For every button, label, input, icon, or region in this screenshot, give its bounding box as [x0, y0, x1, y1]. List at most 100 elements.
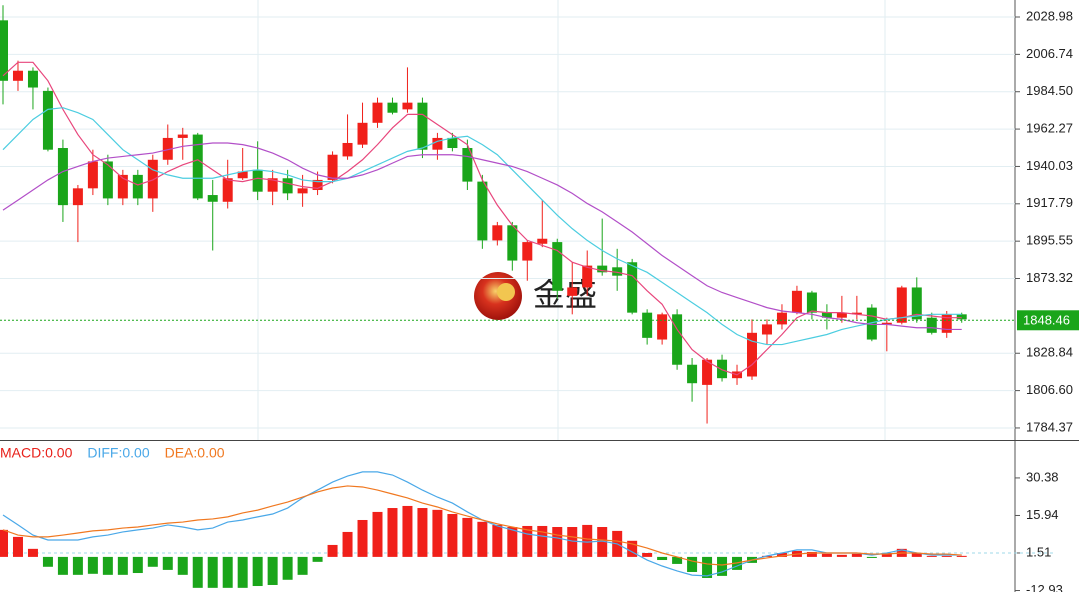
candle-body — [162, 137, 173, 160]
candle-body — [567, 287, 578, 296]
macd-bar — [597, 527, 608, 557]
ma-line — [2, 142, 962, 331]
candle-body — [507, 225, 518, 261]
macd-bar — [72, 556, 83, 575]
macd-bar — [926, 555, 937, 557]
macd-bar — [327, 544, 338, 557]
macd-bar — [372, 511, 383, 557]
y-tick-label: 1873.32 — [1026, 270, 1073, 285]
candle-body — [432, 137, 443, 150]
candle-body — [761, 324, 772, 335]
macd-bar — [492, 524, 503, 557]
macd-bar — [222, 556, 233, 588]
y-tick-label: 1806.60 — [1026, 382, 1073, 397]
candle-body — [132, 174, 143, 199]
candle-body — [537, 238, 548, 244]
macd-bar — [627, 540, 638, 557]
macd-bar — [687, 556, 698, 572]
candle-body — [911, 287, 922, 320]
y-tick-label: 1895.55 — [1026, 233, 1073, 248]
candle-body — [821, 312, 832, 318]
y-tick-label: 1828.84 — [1026, 345, 1073, 360]
macd-bar — [702, 556, 713, 578]
macd-bar — [282, 556, 293, 580]
macd-bar — [342, 531, 353, 557]
candle-body — [776, 312, 787, 325]
candle-body — [717, 359, 728, 379]
macd-bar — [117, 556, 128, 575]
macd-bar — [836, 554, 847, 557]
macd-bar — [237, 556, 248, 588]
macd-bar — [881, 553, 892, 557]
candle-body — [222, 178, 233, 202]
macd-bar — [672, 556, 683, 564]
dea-line — [2, 485, 962, 566]
candle-body — [926, 317, 937, 333]
macd-bar — [522, 525, 533, 557]
candle-body — [522, 242, 533, 261]
macd-bar — [87, 556, 98, 574]
candle-body — [702, 359, 713, 385]
candle-body — [282, 178, 293, 194]
candle-body — [836, 312, 847, 318]
candle-body — [327, 154, 338, 180]
candle-body — [597, 265, 608, 273]
candle-body — [612, 267, 623, 276]
macd-bar — [447, 514, 458, 557]
macd-bar — [192, 556, 203, 588]
candle-body — [237, 171, 248, 179]
candle-body — [657, 314, 668, 340]
macd-bar — [462, 517, 473, 557]
macd-bar — [537, 525, 548, 557]
y-tick-label: 2006.74 — [1026, 46, 1073, 61]
candle-body — [941, 314, 952, 333]
y-tick-label: -12.93 — [1026, 582, 1063, 592]
candle-body — [477, 181, 488, 241]
candle-body — [192, 134, 203, 199]
y-tick-label: 1784.37 — [1026, 419, 1073, 434]
macd-bar — [387, 508, 398, 557]
candle-body — [747, 332, 757, 377]
candle-body — [0, 20, 8, 81]
legend-entry: MACD:0.00 — [0, 445, 73, 461]
y-tick-label: 1917.79 — [1026, 195, 1073, 210]
candle-body — [582, 265, 593, 288]
candle-body — [417, 102, 428, 150]
macd-bar — [956, 555, 967, 557]
candle-body — [87, 161, 98, 189]
macd-bar — [567, 527, 578, 557]
candle-body — [357, 122, 368, 145]
macd-bar — [132, 556, 143, 574]
macd-bar — [657, 556, 668, 561]
macd-bar — [552, 527, 563, 557]
last-price-label: 1848.46 — [1023, 313, 1070, 328]
macd-bar — [297, 556, 308, 575]
last-price-box — [1017, 310, 1079, 331]
macd-bar — [417, 508, 428, 557]
candle-body — [806, 292, 817, 313]
candle-body — [492, 225, 503, 241]
candle-body — [102, 161, 113, 199]
candle-body — [687, 364, 698, 384]
macd-bar — [776, 553, 787, 557]
y-tick-label: 15.94 — [1026, 507, 1059, 522]
macd-bar — [177, 556, 188, 575]
candle-body — [642, 312, 653, 338]
macd-bar — [821, 553, 832, 557]
y-tick-label: 1940.03 — [1026, 158, 1073, 173]
y-tick-label: 2028.98 — [1026, 8, 1073, 23]
candle-body — [342, 142, 353, 157]
candle-body — [372, 102, 383, 123]
macd-bar — [102, 556, 113, 575]
candle-body — [672, 314, 683, 365]
candle-body — [12, 70, 23, 81]
candle-body — [552, 242, 563, 291]
candle-body — [177, 134, 188, 138]
y-tick-label: 30.38 — [1026, 469, 1059, 484]
macd-bar — [162, 556, 173, 570]
macd-bar — [432, 509, 443, 557]
macd-bar — [582, 524, 593, 557]
candle-body — [27, 70, 38, 88]
